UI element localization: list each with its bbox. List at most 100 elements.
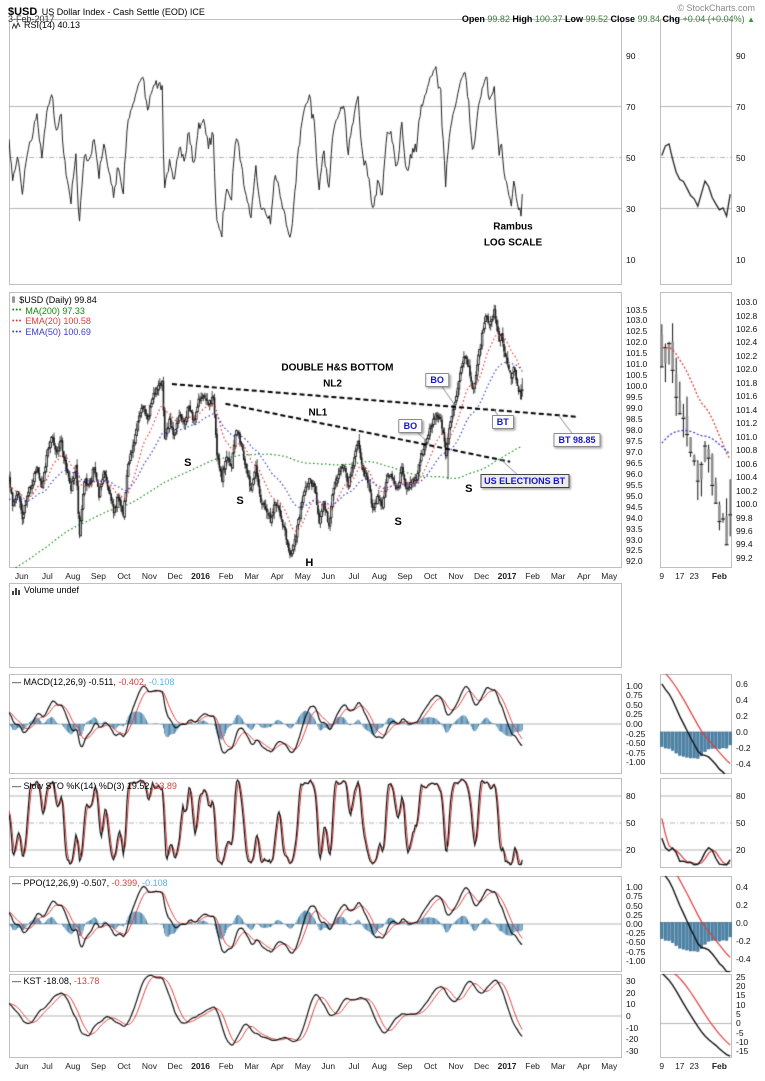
ppo-axis-tick: -0.25 xyxy=(626,928,646,939)
month-axis-label: Apr xyxy=(577,571,591,581)
mini-axis-label: 9 xyxy=(659,1061,665,1071)
month-axis-label: Sep xyxy=(90,1061,106,1071)
quote-label: High xyxy=(512,14,535,24)
mini-axis-label: Feb xyxy=(711,1061,727,1071)
ppo-axis-tick: 0.50 xyxy=(626,900,643,911)
rsi-axis-tick: 50 xyxy=(626,152,636,163)
shoulder-label-1: S xyxy=(184,456,192,469)
price-mini-axis-tick: 102.8 xyxy=(736,310,758,321)
kst-axis-tick: 0 xyxy=(626,1011,631,1021)
macd-mini-axis-tick: 0.2 xyxy=(736,710,748,721)
price-mini-axis-tick: 99.4 xyxy=(736,539,753,550)
month-axis-label: Jun xyxy=(14,571,29,581)
candlestick-icon: ⫼ xyxy=(12,296,17,304)
month-axis-label: Jun xyxy=(321,1061,336,1071)
macd-axis-tick: -0.25 xyxy=(626,728,646,739)
sto-axis-tick: 20 xyxy=(626,845,636,855)
month-axis-label: Nov xyxy=(448,571,464,581)
ppo-axis-tick: 0.25 xyxy=(626,909,643,920)
bo-callout-upper: BO xyxy=(425,372,449,387)
kst-mini-axis-tick: 25 xyxy=(736,971,746,982)
macd-axis-tick: -1.00 xyxy=(626,757,646,768)
kst-mini-axis-tick: 20 xyxy=(736,981,746,992)
kst-label-row: — KST -18.08, -13.78 xyxy=(12,976,99,986)
dotted-line-icon: ••• xyxy=(12,328,23,336)
kst-label-part: KST -18.08, xyxy=(23,976,72,986)
sto-axis-tick: 50 xyxy=(626,818,636,828)
kst-mini-axis-tick: 5 xyxy=(736,1009,741,1020)
nl2-label: NL2 xyxy=(323,378,342,390)
price-mini-axis-tick: 99.2 xyxy=(736,552,753,563)
shoulder-label-4: S xyxy=(465,483,473,496)
sto-mini-axis-tick: 80 xyxy=(736,791,746,801)
price-legend-text: $USD (Daily) 99.84 xyxy=(19,295,97,305)
month-axis-label: Oct xyxy=(423,1061,438,1071)
rsi-mini-axis-tick: 90 xyxy=(736,50,746,61)
price-axis-tick: 95.5 xyxy=(626,479,643,490)
ppo-label-row: — PPO(12,26,9) -0.507, -0.399, -0.108 xyxy=(12,878,168,888)
mini-axis-label: 17 xyxy=(675,571,685,581)
line-swatch-icon: — xyxy=(12,781,24,791)
month-axis-label: Dec xyxy=(473,1061,490,1071)
month-axis-label: Dec xyxy=(473,571,490,581)
price-legend-item: ••• EMA(20) 100.58 xyxy=(12,316,97,327)
macd-axis-tick: -0.75 xyxy=(626,747,646,758)
price-axis-tick: 98.5 xyxy=(626,414,643,425)
macd-label-row: — MACD(12,26,9) -0.511, -0.402, -0.108 xyxy=(12,677,174,687)
line-chart-icon xyxy=(12,21,21,29)
macd-label-part: -0.402, xyxy=(115,677,147,687)
price-mini-axis-tick: 100.8 xyxy=(736,445,758,456)
kst-axis-tick: -10 xyxy=(626,1022,639,1033)
bt-price-callout: BT 98.85 xyxy=(553,432,601,447)
ticker-symbol: $USD xyxy=(8,6,38,18)
mini-axis-label: 17 xyxy=(675,1061,685,1071)
price-axis-tick: 102.5 xyxy=(626,326,648,337)
price-mini-axis-tick: 102.4 xyxy=(736,337,758,348)
macd-axis-tick: 0.00 xyxy=(626,719,643,729)
month-axis-label: Jun xyxy=(321,571,336,581)
price-axis-tick: 95.0 xyxy=(626,490,643,501)
rsi-axis-tick: 70 xyxy=(626,101,636,112)
mini-axis-label: 23 xyxy=(689,1061,699,1071)
ppo-axis-tick: -0.50 xyxy=(626,937,646,948)
price-mini-axis-tick: 100.6 xyxy=(736,458,758,469)
macd-axis-tick: 0.25 xyxy=(626,709,643,720)
sto-mini-axis-tick: 50 xyxy=(736,818,746,828)
price-mini-axis-tick: 100.4 xyxy=(736,472,758,483)
ppo-label-part: -0.399, xyxy=(109,878,140,888)
rsi-mini-axis-tick: 70 xyxy=(736,101,746,112)
month-axis-label: Sep xyxy=(90,571,106,581)
price-mini-axis-tick: 102.6 xyxy=(736,324,758,335)
quote-value: +0.04 (+0.04%) xyxy=(682,14,748,24)
price-mini-axis-tick: 99.6 xyxy=(736,525,753,536)
macd-label-part: -0.108 xyxy=(146,677,175,687)
ppo-mini-axis-tick: 0.4 xyxy=(736,881,748,892)
macd-axis-tick: -0.50 xyxy=(626,738,646,749)
month-axis-label: Oct xyxy=(423,571,438,581)
price-axis-tick: 98.0 xyxy=(626,425,643,435)
month-axis-label: Dec xyxy=(167,571,183,581)
macd-label-part: MACD(12,26,9) -0.511, xyxy=(23,677,116,687)
kst-axis-tick: 30 xyxy=(626,976,636,986)
month-axis-label: May xyxy=(601,571,618,581)
price-mini-axis-tick: 100.0 xyxy=(736,499,758,510)
ppo-axis-tick: 0.00 xyxy=(626,919,643,929)
price-axis-tick: 97.0 xyxy=(626,446,643,457)
macd-axis-tick: 0.75 xyxy=(626,690,643,701)
price-axis-tick: 93.0 xyxy=(626,534,643,545)
bt-callout: BT xyxy=(491,415,514,430)
price-axis-tick: 94.0 xyxy=(626,512,643,523)
mini-axis-label: 9 xyxy=(659,571,665,581)
month-axis-label: Jul xyxy=(41,571,53,581)
sto-label-part: Slow STO %K(14) %D(3) 19.52, xyxy=(23,781,152,791)
macd-mini-axis-tick: -0.4 xyxy=(736,759,751,770)
shoulder-label-2: S xyxy=(236,495,244,508)
price-axis-tick: 99.0 xyxy=(626,403,643,414)
month-axis-label: Mar xyxy=(244,571,259,581)
kst-mini-axis-tick: -15 xyxy=(736,1046,749,1057)
sto-label-row: — Slow STO %K(14) %D(3) 19.52, 13.89 xyxy=(12,781,177,791)
dotted-line-icon: ••• xyxy=(12,307,23,315)
month-axis-label: Apr xyxy=(270,571,284,581)
price-mini-axis-tick: 101.2 xyxy=(736,418,758,429)
